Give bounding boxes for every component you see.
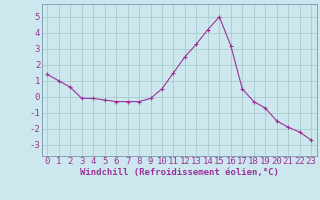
X-axis label: Windchill (Refroidissement éolien,°C): Windchill (Refroidissement éolien,°C) (80, 168, 279, 177)
